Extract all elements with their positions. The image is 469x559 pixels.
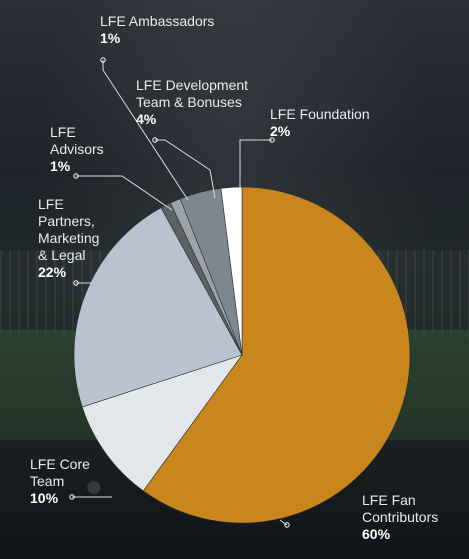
slice-value-label-2: 22% xyxy=(38,264,67,280)
slice-value-label-1: 10% xyxy=(30,490,59,506)
pie-slice-1 xyxy=(81,354,243,492)
slice-value-label-6: 2% xyxy=(270,123,291,139)
slice-leader-dot-6 xyxy=(269,137,275,143)
slice-label-0-line-0: LFE Fan xyxy=(362,492,416,508)
slice-label-3-line-0: LFE xyxy=(50,124,76,140)
slice-leader-line-4 xyxy=(102,60,189,201)
slice-value-label-4: 1% xyxy=(100,30,121,46)
slice-label-5-line-1: Team & Bonuses xyxy=(136,94,242,110)
slice-leader-dot-2 xyxy=(73,280,79,286)
slice-leader-line-0 xyxy=(279,519,288,526)
slice-leader-line-3 xyxy=(76,175,173,211)
slice-label-4-line-0: LFE Ambassadors xyxy=(100,13,214,29)
slice-label-3-line-1: Advisors xyxy=(50,141,104,157)
slice-label-1-line-0: LFE Core xyxy=(30,456,90,472)
slice-value-label-5: 4% xyxy=(136,111,157,127)
slice-leader-line-6 xyxy=(239,139,272,188)
slice-leader-dot-3 xyxy=(73,173,79,179)
slice-value-label-0: 60% xyxy=(362,526,391,542)
slice-label-1-line-1: Team xyxy=(30,473,64,489)
slice-label-2-line-2: Marketing xyxy=(38,230,99,246)
slice-label-2-line-3: & Legal xyxy=(38,247,85,263)
slice-leader-dot-0 xyxy=(284,522,290,528)
slice-label-0-line-1: Contributors xyxy=(362,509,438,525)
slice-leader-line-5 xyxy=(155,139,216,199)
pie-slices xyxy=(73,186,411,524)
slice-label-5-line-0: LFE Development xyxy=(136,77,248,93)
slice-leader-dot-5 xyxy=(152,137,158,143)
pie-slice-0 xyxy=(142,186,411,524)
slice-label-2-line-0: LFE xyxy=(38,196,64,212)
pie-slice-2 xyxy=(73,207,243,408)
slice-value-label-3: 1% xyxy=(50,158,71,174)
slice-label-6-line-0: LFE Foundation xyxy=(270,106,370,122)
slice-leader-dot-1 xyxy=(69,494,75,500)
slice-label-2-line-1: Partners, xyxy=(38,213,95,229)
slice-leader-dot-4 xyxy=(100,57,106,63)
pie-slice-6 xyxy=(220,186,243,356)
